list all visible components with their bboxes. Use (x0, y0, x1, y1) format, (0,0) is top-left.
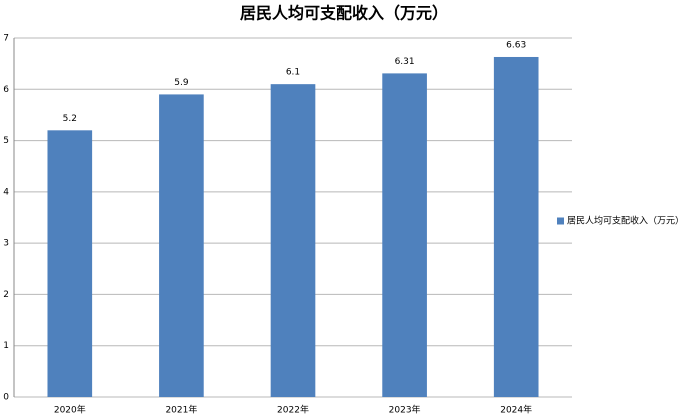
chart-title: 居民人均可支配收入（万元） (240, 4, 448, 23)
data-label: 6.31 (395, 57, 415, 67)
y-tick-label: 2 (3, 290, 9, 300)
y-tick-label: 6 (3, 85, 9, 95)
y-tick-label: 0 (3, 393, 9, 403)
data-label: 5.2 (63, 114, 77, 124)
x-tick-label: 2020年 (54, 404, 86, 416)
bar (159, 94, 204, 398)
x-tick-label: 2024年 (500, 404, 532, 416)
legend-label: 居民人均可支配收入（万元） (567, 215, 684, 227)
x-tick-label: 2023年 (389, 404, 421, 416)
legend-swatch (557, 217, 564, 225)
bar (270, 84, 316, 398)
y-tick-label: 7 (3, 34, 9, 44)
x-tick-label: 2021年 (165, 404, 197, 416)
data-label: 5.9 (174, 78, 189, 88)
y-tick-label: 1 (3, 341, 9, 351)
bar (382, 73, 427, 397)
data-label: 6.1 (286, 68, 300, 78)
data-label: 6.63 (506, 40, 526, 50)
y-tick-label: 5 (3, 136, 9, 146)
y-tick-label: 4 (3, 187, 9, 197)
y-tick-label: 3 (3, 239, 9, 249)
x-tick-label: 2022年 (277, 404, 309, 416)
bar (47, 130, 93, 398)
bar (493, 56, 539, 398)
